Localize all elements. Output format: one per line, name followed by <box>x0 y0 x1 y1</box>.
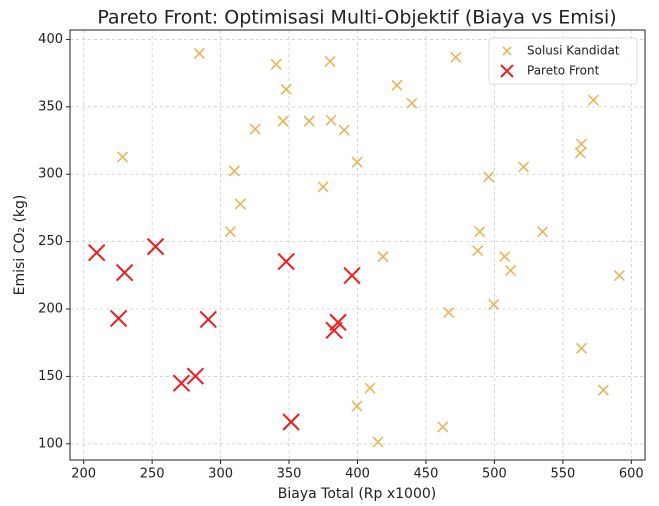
marker <box>574 147 586 159</box>
marker <box>117 151 129 163</box>
x-tick-label: 200 <box>71 467 96 482</box>
marker <box>351 156 363 168</box>
y-tick-label: 150 <box>38 369 63 384</box>
x-tick-label: 350 <box>277 467 302 482</box>
marker <box>406 97 418 109</box>
marker <box>377 251 389 263</box>
marker <box>488 298 500 311</box>
y-tick-label: 300 <box>38 167 63 182</box>
marker <box>325 321 343 340</box>
marker <box>186 367 205 385</box>
marker <box>87 243 106 262</box>
marker <box>234 198 246 210</box>
legend-marker <box>502 46 512 56</box>
marker <box>597 384 609 396</box>
marker <box>575 138 588 150</box>
marker <box>115 263 134 282</box>
marker <box>499 251 511 263</box>
marker <box>282 413 300 431</box>
marker <box>224 226 236 238</box>
marker <box>372 436 384 448</box>
marker <box>575 342 588 354</box>
marker <box>199 310 217 329</box>
marker <box>343 266 361 285</box>
marker <box>228 165 240 177</box>
legend-label: Solusi Kandidat <box>527 44 620 58</box>
marker <box>109 309 128 328</box>
legend-label: Pareto Front <box>527 64 600 78</box>
marker <box>325 114 337 126</box>
marker <box>364 382 376 394</box>
x-tick-label: 250 <box>140 467 165 482</box>
x-tick-label: 450 <box>414 467 439 482</box>
legend-marker <box>500 64 514 78</box>
marker <box>472 245 484 257</box>
marker <box>146 237 165 256</box>
marker <box>587 94 599 106</box>
marker <box>270 58 282 70</box>
y-tick-label: 400 <box>38 32 63 47</box>
y-tick-label: 200 <box>38 302 63 317</box>
x-tick-label: 400 <box>345 467 370 482</box>
marker <box>504 265 517 277</box>
chart-title: Pareto Front: Optimisasi Multi-Objektif … <box>97 7 616 29</box>
marker <box>613 270 625 282</box>
marker <box>474 226 486 238</box>
legend: Solusi Kandidat Pareto Front <box>488 37 638 85</box>
y-tick-label: 100 <box>38 436 63 451</box>
plot-frame <box>69 29 646 461</box>
marker <box>324 55 336 67</box>
marker <box>450 51 462 63</box>
marker <box>391 79 403 91</box>
y-tick-label: 350 <box>38 99 63 114</box>
marker <box>172 374 191 392</box>
x-axis-label: Biaya Total (Rp x1000) <box>278 486 436 502</box>
marker <box>317 181 329 193</box>
marker <box>280 83 292 95</box>
x-tick-label: 600 <box>619 467 644 482</box>
marker <box>193 47 205 60</box>
x-tick-label: 550 <box>550 467 575 482</box>
y-axis-label: Emisi CO₂ (kg) <box>12 195 28 296</box>
marker <box>249 123 261 135</box>
marker <box>303 115 315 127</box>
marker <box>517 161 530 173</box>
x-tick-label: 500 <box>482 467 507 482</box>
marker <box>277 252 295 271</box>
marker <box>277 115 289 127</box>
marker <box>338 124 350 136</box>
marker <box>443 306 455 318</box>
legend-box <box>488 37 638 85</box>
y-tick-label: 250 <box>38 234 63 249</box>
x-tick-label: 300 <box>208 467 233 482</box>
marker <box>483 171 495 183</box>
marker <box>351 400 363 412</box>
marker <box>537 226 549 238</box>
marker <box>437 421 449 433</box>
